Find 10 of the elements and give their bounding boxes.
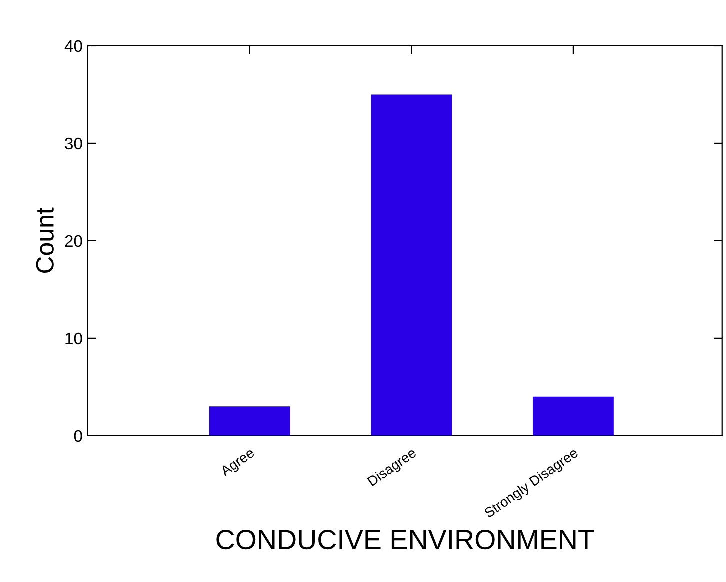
y-tick-label: 30 [65, 138, 82, 150]
bar [532, 396, 614, 436]
y-tick-label: 20 [65, 235, 82, 248]
bar [209, 406, 290, 436]
bar [371, 94, 452, 436]
y-tick-label: 40 [64, 40, 82, 52]
x-axis-title: CONDUCIVE ENVIRONMENT [216, 530, 594, 550]
y-axis-title: Count [36, 208, 54, 274]
y-tick-label: 10 [66, 332, 82, 345]
y-tick-label: 0 [74, 430, 82, 442]
